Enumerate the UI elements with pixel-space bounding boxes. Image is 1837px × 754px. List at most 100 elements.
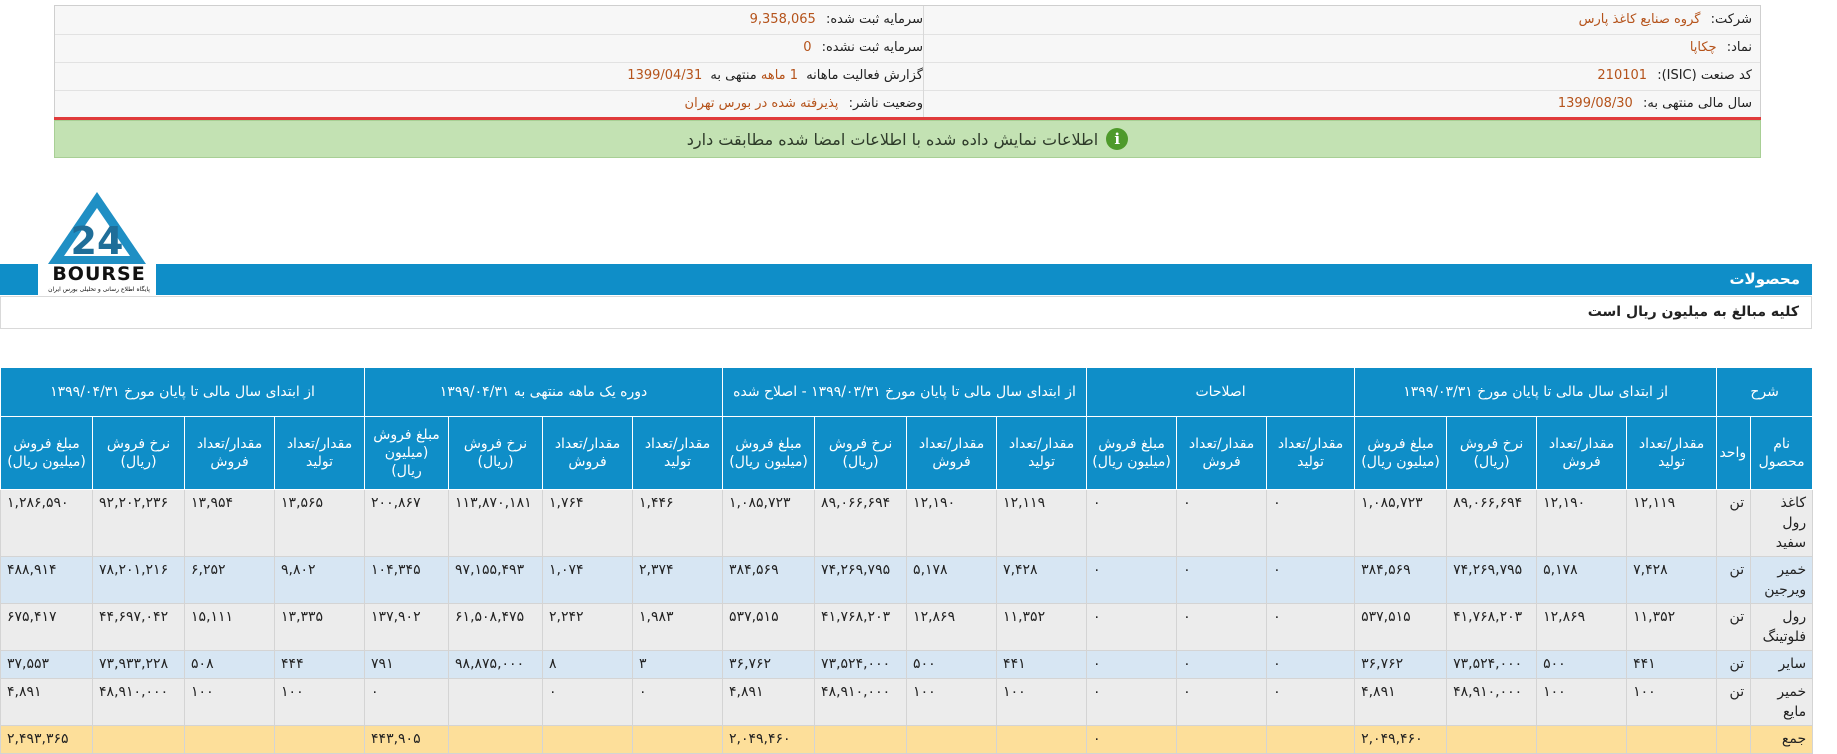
unit-cell: تن xyxy=(1716,678,1752,726)
table-cell: ۵۳۷,۵۱۵ xyxy=(1354,603,1448,651)
table-cell: ۰ xyxy=(1266,489,1356,557)
table-cell: ۱,۰۷۴ xyxy=(542,556,634,604)
total-row: جمع ۲,۰۴۹,۴۶۰ ۰ ۲,۰۴۹,۴۶۰ ۴۴۳,۹۰۵ ۲,۴۹۳,۳۶۵ xyxy=(0,725,1814,754)
logo-wordmark: BOURSE xyxy=(52,263,146,285)
table-cell: ۱۲,۸۶۹ xyxy=(906,603,998,651)
col-header-production-qty: مقدار/تعداد تولید xyxy=(1626,416,1718,490)
table-cell: ۸۹,۰۶۶,۶۹۴ xyxy=(1446,489,1538,557)
table-cell: ۰ xyxy=(632,678,724,726)
table-cell: ۱۱۳,۸۷۰,۱۸۱ xyxy=(448,489,544,557)
products-table: شرح از ابتدای سال مالی تا پایان مورخ ۱۳۹… xyxy=(0,367,1814,754)
table-cell: ۷۴,۲۶۹,۷۹۵ xyxy=(1446,556,1538,604)
isic-field: کد صنعت (ISIC): 210101 xyxy=(1597,62,1752,90)
publisher-status-label: وضعیت ناشر: xyxy=(848,96,923,111)
unit-cell: تن xyxy=(1716,556,1752,604)
table-cell: ۸ xyxy=(542,650,634,679)
total-cell xyxy=(996,725,1088,754)
info-row-3: کد صنعت (ISIC): 210101 گزارش فعالیت ماها… xyxy=(55,62,1760,91)
table-cell: ۴۸,۹۱۰,۰۰۰ xyxy=(92,678,186,726)
table-cell: ۱۲,۱۱۹ xyxy=(996,489,1088,557)
table-cell: ۰ xyxy=(1266,556,1356,604)
total-cell xyxy=(632,725,724,754)
total-cell xyxy=(1446,725,1538,754)
table-row: خمیر مایع تن ۱۰۰ ۱۰۰ ۴۸,۹۱۰,۰۰۰ ۴,۸۹۱ ۰ ۰ ۰ ۱۰۰ ۱۰… xyxy=(0,678,1814,726)
table-cell: ۴,۸۹۱ xyxy=(1354,678,1448,726)
table-cell: ۰ xyxy=(1266,678,1356,726)
total-cell xyxy=(906,725,998,754)
company-info-box: شرکت: گروه صنایع کاغذ پارس سرمایه ثبت شد… xyxy=(54,5,1761,119)
table-cell: ۹۷,۱۵۵,۴۹۳ xyxy=(448,556,544,604)
table-cell: ۱,۷۶۴ xyxy=(542,489,634,557)
info-row-2: نماد: چکاپا سرمایه ثبت نشده: 0 xyxy=(55,34,1760,63)
table-cell: ۷,۴۲۸ xyxy=(996,556,1088,604)
logo-subtitle: پایگاه اطلاع رسانی و تحلیلی بورس ایران xyxy=(48,286,150,293)
total-unit-cell xyxy=(1716,725,1752,754)
verification-notice: i اطلاعات نمایش داده شده با اطلاعات امضا… xyxy=(54,120,1761,158)
table-column-header-row: نام محصول واحد مقدار/تعداد تولید مقدار/ت… xyxy=(0,416,1814,490)
table-cell: ۷۸,۲۰۱,۲۱۶ xyxy=(92,556,186,604)
table-cell: ۹,۸۰۲ xyxy=(274,556,366,604)
capital-unregistered-label: سرمایه ثبت نشده: xyxy=(821,40,923,55)
total-cell xyxy=(274,725,366,754)
table-cell: ۱,۹۸۳ xyxy=(632,603,724,651)
info-icon: i xyxy=(1106,128,1129,150)
table-cell: ۱۰۰ xyxy=(996,678,1088,726)
fiscal-year-label: سال مالی منتهی به: xyxy=(1642,96,1752,111)
symbol-label: نماد: xyxy=(1726,40,1752,55)
table-cell: ۳۷,۵۵۳ xyxy=(0,650,94,679)
col-header-sales-rate: نرخ فروش (ریال) xyxy=(92,416,186,490)
table-cell: ۷۳,۹۳۳,۲۲۸ xyxy=(92,650,186,679)
table-cell: ۱۵,۱۱۱ xyxy=(184,603,276,651)
group-header-ytd-0431: از ابتدای سال مالی تا پایان مورخ ۱۳۹۹/۰۴… xyxy=(0,367,366,417)
table-cell: ۱۲,۱۹۰ xyxy=(1536,489,1628,557)
table-cell: ۸۹,۰۶۶,۶۹۴ xyxy=(814,489,908,557)
col-header-sales-qty: مقدار/تعداد فروش xyxy=(184,416,276,490)
table-cell: ۰ xyxy=(1176,678,1268,726)
total-cell: ۲,۰۴۹,۴۶۰ xyxy=(722,725,816,754)
table-cell: ۴۸,۹۱۰,۰۰۰ xyxy=(1446,678,1538,726)
col-header-production-qty: مقدار/تعداد تولید xyxy=(632,416,724,490)
table-cell: ۵۰۰ xyxy=(906,650,998,679)
total-cell xyxy=(814,725,908,754)
total-cell xyxy=(1176,725,1268,754)
total-label-cell: جمع xyxy=(1750,725,1814,754)
product-name-cell: خمیر مایع xyxy=(1750,678,1814,726)
publisher-status-field: وضعیت ناشر: پذیرفته شده در بورس تهران xyxy=(685,90,923,118)
table-cell: ۲,۳۷۴ xyxy=(632,556,724,604)
table-row: سایر تن ۴۴۱ ۵۰۰ ۷۳,۵۲۴,۰۰۰ ۳۶,۷۶۲ ۰ ۰ ۰ ۴۴۱ ۵۰۰ ۷۳,… xyxy=(0,650,1814,679)
group-header-corrections: اصلاحات xyxy=(1086,367,1356,417)
table-cell: ۴,۸۹۱ xyxy=(0,678,94,726)
table-cell: ۶۷۵,۴۱۷ xyxy=(0,603,94,651)
table-cell: ۴۴۱ xyxy=(1626,650,1718,679)
table-cell: ۱۳,۹۵۴ xyxy=(184,489,276,557)
col-header-sales-rate: نرخ فروش (ریال) xyxy=(448,416,544,490)
info-row-1: شرکت: گروه صنایع کاغذ پارس سرمایه ثبت شد… xyxy=(55,6,1760,35)
table-cell: ۰ xyxy=(542,678,634,726)
table-cell: ۱,۰۸۵,۷۲۳ xyxy=(1354,489,1448,557)
table-cell: ۲۰۰,۸۶۷ xyxy=(364,489,450,557)
table-cell: ۰ xyxy=(1086,556,1178,604)
table-cell: ۱۰۰ xyxy=(1536,678,1628,726)
col-header-production-qty: مقدار/تعداد تولید xyxy=(996,416,1088,490)
total-cell xyxy=(1536,725,1628,754)
col-header-sales-qty: مقدار/تعداد فروش xyxy=(1536,416,1628,490)
col-header-production-qty: مقدار/تعداد تولید xyxy=(1266,416,1356,490)
table-cell: ۴۱,۷۶۸,۲۰۳ xyxy=(1446,603,1538,651)
col-header-sales-rate: نرخ فروش (ریال) xyxy=(1446,416,1538,490)
unit-note-bar: کلیه مبالغ به میلیون ریال است xyxy=(0,296,1812,329)
bourse24-logo[interactable]: 24 BOURSE پایگاه اطلاع رسانی و تحلیلی بو… xyxy=(38,188,156,296)
table-cell: ۷۳,۵۲۴,۰۰۰ xyxy=(1446,650,1538,679)
table-cell: ۴۴۱ xyxy=(996,650,1088,679)
unit-cell: تن xyxy=(1716,603,1752,651)
products-section-title: محصولات xyxy=(1729,270,1800,288)
group-header-one-month: دوره یک ماهه منتهی به ۱۳۹۹/۰۴/۳۱ xyxy=(364,367,724,417)
table-cell: ۱۰۰ xyxy=(906,678,998,726)
table-cell: ۷۳,۵۲۴,۰۰۰ xyxy=(814,650,908,679)
table-cell: ۱۱,۳۵۲ xyxy=(1626,603,1718,651)
unit-note-text: کلیه مبالغ به میلیون ریال است xyxy=(1587,304,1799,320)
info-divider xyxy=(923,34,924,62)
isic-label: کد صنعت (ISIC): xyxy=(1657,68,1752,83)
capital-unregistered-value: 0 xyxy=(803,40,812,55)
total-cell xyxy=(448,725,544,754)
col-header-sales-amount: مبلغ فروش (میلیون ریال) xyxy=(1354,416,1448,490)
